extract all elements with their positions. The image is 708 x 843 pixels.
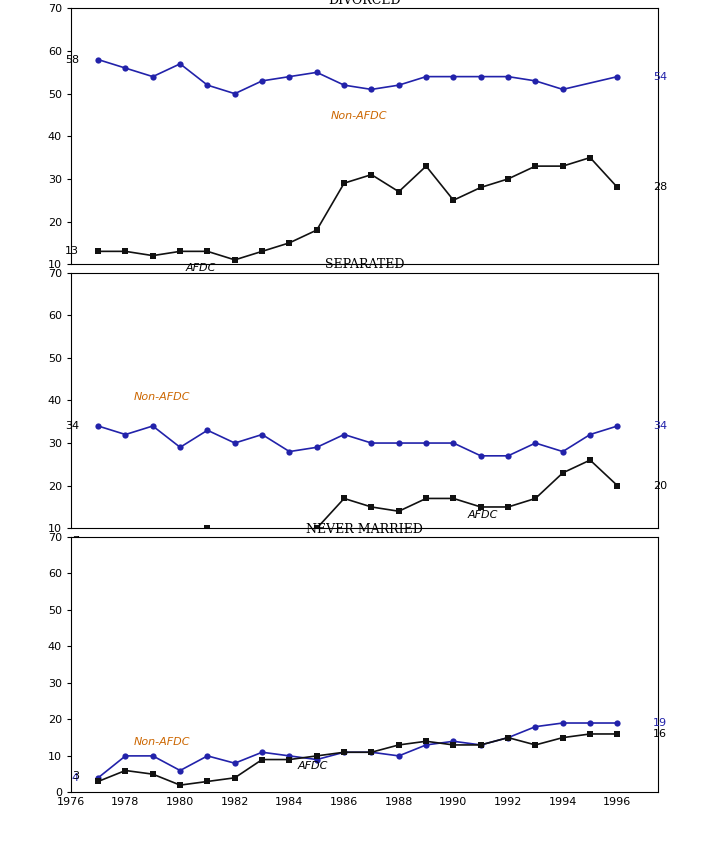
Text: 7: 7 <box>72 536 79 546</box>
Text: 20: 20 <box>653 481 667 491</box>
Title: SEPARATED: SEPARATED <box>325 259 404 271</box>
Text: 16: 16 <box>653 729 667 739</box>
Text: 28: 28 <box>653 182 667 192</box>
Text: 58: 58 <box>65 55 79 65</box>
Text: 4: 4 <box>72 773 79 783</box>
Text: Non-AFDC: Non-AFDC <box>134 737 190 747</box>
Text: 3: 3 <box>72 771 79 781</box>
Text: 34: 34 <box>65 421 79 431</box>
Text: AFDC: AFDC <box>297 760 328 771</box>
Title: DIVORCED: DIVORCED <box>329 0 401 8</box>
Title: NEVER MARRIED: NEVER MARRIED <box>306 523 423 535</box>
Text: AFDC: AFDC <box>185 262 216 272</box>
Text: Non-AFDC: Non-AFDC <box>331 111 387 121</box>
Text: 54: 54 <box>653 72 667 82</box>
Text: Non-AFDC: Non-AFDC <box>134 393 190 402</box>
Text: AFDC: AFDC <box>467 510 498 519</box>
Text: 19: 19 <box>653 718 667 728</box>
Text: 13: 13 <box>65 246 79 256</box>
Text: 34: 34 <box>653 421 667 431</box>
